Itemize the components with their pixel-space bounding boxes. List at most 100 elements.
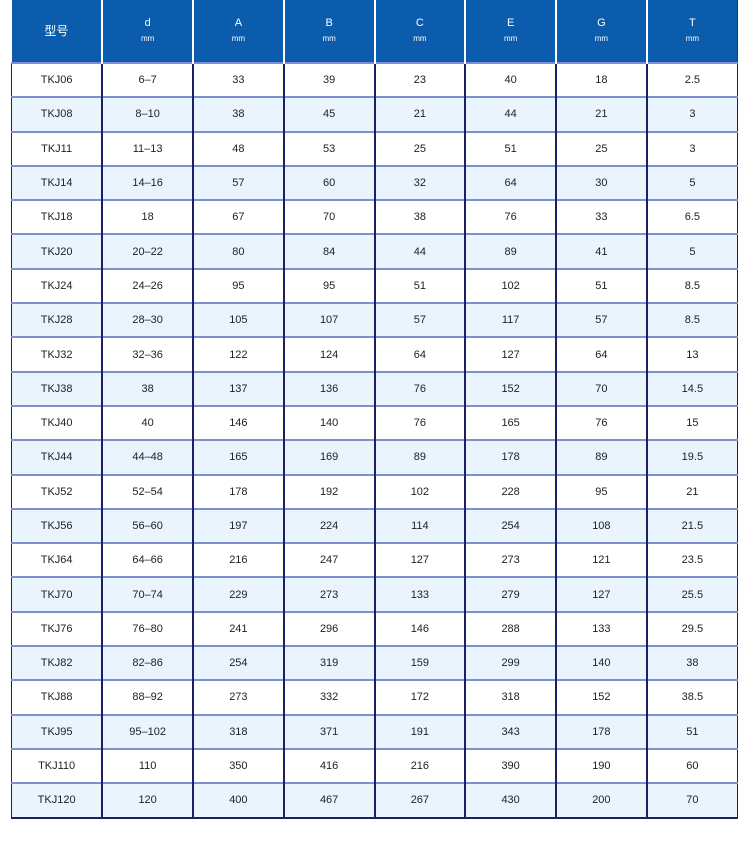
model-cell: TKJ32	[11, 336, 103, 372]
value-cell: 84	[282, 233, 375, 269]
value-cell: 53	[282, 130, 375, 166]
value-cell: 299	[464, 645, 556, 681]
model-cell: TKJ52	[11, 473, 103, 509]
value-cell: 296	[282, 610, 375, 647]
column-unit: mm	[140, 34, 155, 43]
table-row: TKJ95 95–102 318 371 191 343 178 51	[11, 713, 738, 749]
table-row: TKJ24 24–26 95 95 51 102 51 8.5	[11, 267, 738, 304]
value-cell: 32–36	[101, 336, 193, 372]
column-label: 型号	[44, 23, 69, 38]
value-cell: 102	[464, 267, 556, 304]
table-row: TKJ20 20–22 80 84 44 89 41 5	[11, 233, 738, 269]
value-cell: 191	[373, 713, 466, 749]
value-cell: 18	[101, 199, 193, 235]
column-header: d mm	[101, 0, 194, 63]
value-cell: 172	[373, 679, 466, 715]
column-label: A	[234, 17, 243, 29]
value-cell: 64–66	[101, 542, 193, 578]
value-cell: 273	[282, 576, 375, 612]
value-cell: 133	[555, 610, 647, 647]
table-row: TKJ08 8–10 38 45 21 44 21 3	[11, 96, 738, 132]
value-cell: 80	[192, 233, 284, 269]
value-cell: 105	[192, 302, 284, 338]
value-cell: 23.5	[645, 542, 738, 578]
value-cell: 95–102	[101, 713, 193, 749]
value-cell: 288	[464, 610, 556, 647]
model-cell: TKJ06	[11, 61, 103, 98]
value-cell: 76	[373, 404, 466, 441]
value-cell: 254	[464, 507, 556, 544]
value-cell: 38	[373, 199, 466, 235]
model-cell: TKJ110	[11, 747, 103, 784]
model-cell: TKJ20	[11, 233, 103, 269]
value-cell: 52–54	[101, 473, 193, 509]
value-cell: 136	[282, 370, 375, 406]
table-row: TKJ14 14–16 57 60 32 64 30 5	[11, 164, 738, 201]
value-cell: 165	[192, 439, 284, 475]
value-cell: 254	[192, 645, 284, 681]
value-cell: 25	[555, 130, 647, 166]
value-cell: 117	[464, 302, 556, 338]
value-cell: 21	[555, 96, 647, 132]
value-cell: 8–10	[101, 96, 193, 132]
table-row: TKJ18 18 67 70 38 76 33 6.5	[11, 199, 738, 235]
value-cell: 95	[192, 267, 284, 304]
value-cell: 8.5	[645, 267, 738, 304]
value-cell: 178	[192, 473, 284, 509]
value-cell: 13	[645, 336, 738, 372]
value-cell: 102	[373, 473, 466, 509]
table-row: TKJ28 28–30 105 107 57 117 57 8.5	[11, 302, 738, 338]
value-cell: 70	[282, 199, 375, 235]
value-cell: 51	[645, 713, 738, 749]
value-cell: 114	[373, 507, 466, 544]
value-cell: 390	[464, 747, 556, 784]
value-cell: 140	[555, 645, 647, 681]
value-cell: 3	[645, 130, 738, 166]
column-unit: mm	[503, 34, 518, 43]
value-cell: 70	[645, 782, 738, 819]
value-cell: 29.5	[645, 610, 738, 647]
model-cell: TKJ82	[11, 645, 103, 681]
value-cell: 40	[464, 61, 556, 98]
value-cell: 110	[101, 747, 193, 784]
value-cell: 82–86	[101, 645, 193, 681]
value-cell: 56–60	[101, 507, 193, 544]
value-cell: 2.5	[645, 61, 738, 98]
value-cell: 95	[282, 267, 375, 304]
value-cell: 140	[282, 404, 375, 441]
model-cell: TKJ76	[11, 610, 103, 647]
value-cell: 76	[373, 370, 466, 406]
model-cell: TKJ24	[11, 267, 103, 304]
table-row: TKJ40 40 146 140 76 165 76 15	[11, 404, 738, 441]
value-cell: 146	[373, 610, 466, 647]
table-row: TKJ70 70–74 229 273 133 279 127 25.5	[11, 576, 738, 612]
table-row: TKJ110 110 350 416 216 390 190 60	[11, 747, 738, 784]
value-cell: 89	[555, 439, 647, 475]
model-cell: TKJ56	[11, 507, 103, 544]
value-cell: 33	[555, 199, 647, 235]
value-cell: 25	[373, 130, 466, 166]
value-cell: 14.5	[645, 370, 738, 406]
column-label: T	[689, 17, 696, 29]
value-cell: 267	[373, 782, 466, 819]
value-cell: 137	[192, 370, 284, 406]
value-cell: 350	[192, 747, 284, 784]
value-cell: 416	[282, 747, 375, 784]
value-cell: 48	[192, 130, 284, 166]
value-cell: 89	[464, 233, 556, 269]
value-cell: 76	[464, 199, 556, 235]
value-cell: 228	[464, 473, 556, 509]
value-cell: 64	[373, 336, 466, 372]
value-cell: 400	[192, 782, 284, 819]
model-cell: TKJ28	[11, 302, 103, 338]
value-cell: 38	[101, 370, 193, 406]
value-cell: 44	[464, 96, 556, 132]
table-row: TKJ76 76–80 241 296 146 288 133 29.5	[11, 610, 738, 647]
value-cell: 28–30	[101, 302, 193, 338]
column-label: B	[325, 17, 333, 29]
